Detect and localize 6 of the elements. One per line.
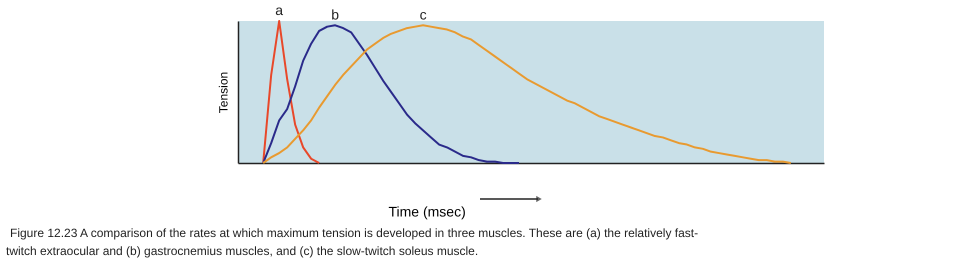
series-label: b	[331, 6, 340, 22]
series-label: c	[420, 6, 427, 22]
series-label: a	[275, 2, 284, 18]
x-axis-title: Time (msec)	[388, 204, 466, 220]
y-axis-title: Tension	[216, 72, 230, 114]
caption: Figure 12.23 A comparison of the rates at which maximum tension is developed in three muscles. These are (a) the relatively fast-twitch extraocular and (b) gastrocnemius muscles, and (c) the slow-twitch soleus muscle.	[6, 226, 698, 258]
